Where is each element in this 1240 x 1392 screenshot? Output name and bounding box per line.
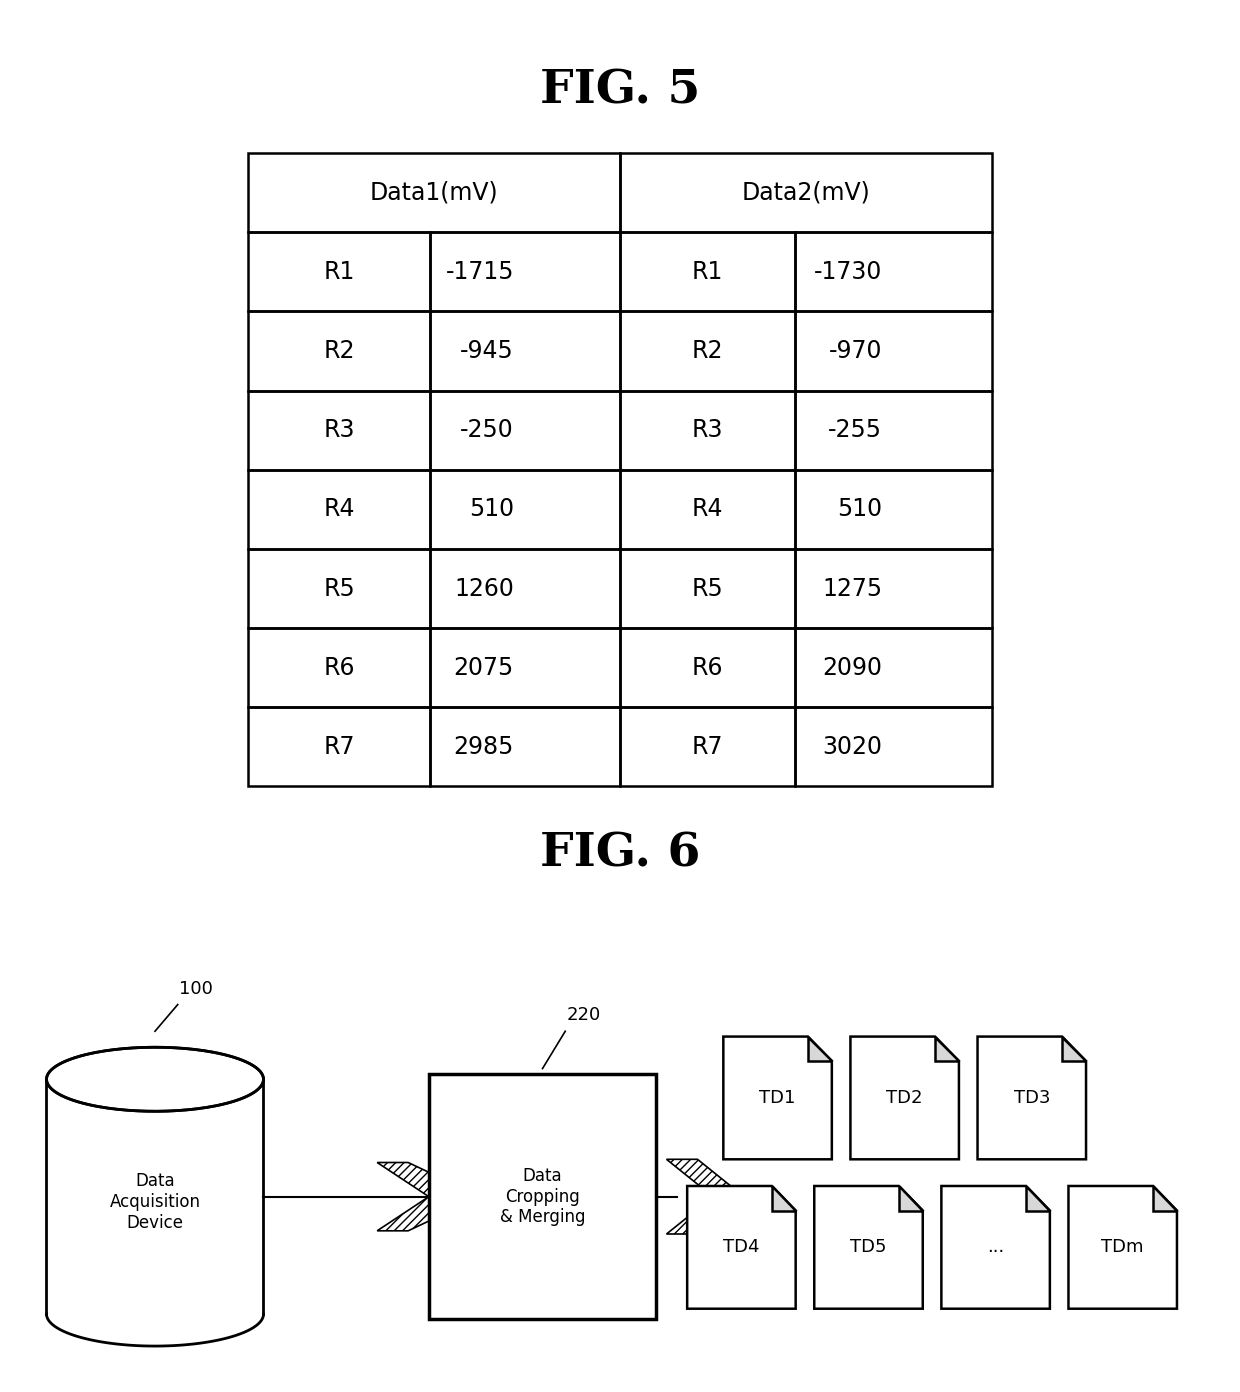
- Polygon shape: [808, 1037, 832, 1061]
- Text: 1275: 1275: [822, 576, 883, 600]
- Polygon shape: [935, 1037, 959, 1061]
- Bar: [620, 153, 992, 232]
- Bar: [795, 628, 992, 707]
- Bar: [430, 628, 620, 707]
- Bar: [430, 707, 620, 786]
- Text: -250: -250: [460, 418, 515, 443]
- Text: FIG. 6: FIG. 6: [539, 831, 701, 877]
- Text: Data1(mV): Data1(mV): [370, 181, 498, 205]
- Bar: [248, 153, 620, 232]
- Bar: [248, 391, 430, 470]
- Bar: [795, 232, 992, 312]
- Text: R5: R5: [692, 576, 723, 600]
- Polygon shape: [941, 1186, 1050, 1308]
- Text: TD2: TD2: [887, 1089, 923, 1107]
- Polygon shape: [377, 1162, 481, 1231]
- Text: TD1: TD1: [759, 1089, 796, 1107]
- Bar: [248, 628, 430, 707]
- Bar: [430, 391, 620, 470]
- Text: TDm: TDm: [1101, 1239, 1145, 1257]
- Ellipse shape: [47, 1047, 263, 1111]
- Polygon shape: [1069, 1186, 1177, 1308]
- Polygon shape: [771, 1186, 796, 1211]
- Text: R2: R2: [324, 340, 355, 363]
- Text: 3020: 3020: [822, 735, 883, 759]
- Text: R3: R3: [324, 418, 355, 443]
- Bar: [430, 470, 620, 548]
- Text: 2090: 2090: [822, 656, 883, 679]
- Polygon shape: [723, 1037, 832, 1160]
- Bar: [248, 707, 430, 786]
- Text: R5: R5: [324, 576, 355, 600]
- Bar: [795, 548, 992, 628]
- Polygon shape: [1153, 1186, 1177, 1211]
- Text: R4: R4: [692, 497, 723, 522]
- Text: -1715: -1715: [445, 260, 515, 284]
- Text: R7: R7: [324, 735, 355, 759]
- Text: -1730: -1730: [813, 260, 883, 284]
- Polygon shape: [1025, 1186, 1050, 1211]
- Text: 2075: 2075: [454, 656, 515, 679]
- Polygon shape: [899, 1186, 923, 1211]
- Text: -945: -945: [460, 340, 515, 363]
- Text: TD3: TD3: [1013, 1089, 1050, 1107]
- Bar: [795, 391, 992, 470]
- Bar: [620, 548, 795, 628]
- Polygon shape: [667, 1160, 744, 1235]
- Bar: [795, 707, 992, 786]
- Text: R6: R6: [324, 656, 355, 679]
- Bar: [795, 470, 992, 548]
- Text: 1260: 1260: [454, 576, 515, 600]
- Bar: [248, 470, 430, 548]
- Bar: [795, 312, 992, 391]
- Text: -255: -255: [828, 418, 883, 443]
- Bar: [248, 232, 430, 312]
- Bar: [430, 312, 620, 391]
- Text: Data
Acquisition
Device: Data Acquisition Device: [109, 1172, 201, 1232]
- Text: Data2(mV): Data2(mV): [742, 181, 870, 205]
- Text: 220: 220: [567, 1006, 600, 1025]
- Text: -970: -970: [828, 340, 883, 363]
- Text: FIG. 5: FIG. 5: [539, 67, 701, 114]
- Text: Data
Cropping
& Merging: Data Cropping & Merging: [500, 1166, 585, 1226]
- Polygon shape: [1063, 1037, 1086, 1061]
- Text: TD5: TD5: [851, 1239, 887, 1257]
- Bar: [620, 391, 795, 470]
- Text: TD4: TD4: [723, 1239, 760, 1257]
- Text: ...: ...: [987, 1239, 1004, 1257]
- Text: R3: R3: [692, 418, 723, 443]
- Text: R2: R2: [692, 340, 723, 363]
- Text: 510: 510: [837, 497, 883, 522]
- Bar: [620, 232, 795, 312]
- Text: 2985: 2985: [454, 735, 515, 759]
- Bar: [248, 548, 430, 628]
- Text: R1: R1: [692, 260, 723, 284]
- Text: R1: R1: [324, 260, 355, 284]
- Bar: [620, 628, 795, 707]
- Bar: [429, 1075, 656, 1320]
- Bar: [620, 707, 795, 786]
- Text: 510: 510: [469, 497, 515, 522]
- Bar: [430, 232, 620, 312]
- Text: R4: R4: [324, 497, 355, 522]
- Text: R6: R6: [692, 656, 723, 679]
- Bar: [248, 312, 430, 391]
- Polygon shape: [687, 1186, 796, 1308]
- Polygon shape: [815, 1186, 923, 1308]
- Bar: [430, 548, 620, 628]
- Text: R7: R7: [692, 735, 723, 759]
- Polygon shape: [851, 1037, 959, 1160]
- Bar: [620, 470, 795, 548]
- Text: 100: 100: [179, 980, 212, 998]
- Polygon shape: [977, 1037, 1086, 1160]
- Bar: [620, 312, 795, 391]
